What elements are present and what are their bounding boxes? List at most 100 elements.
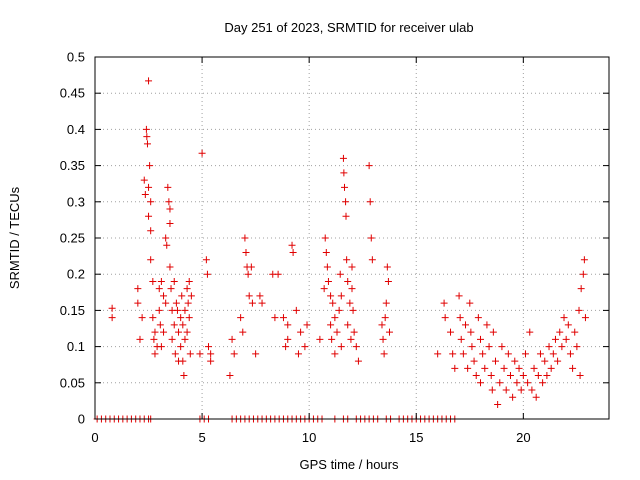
data-point xyxy=(185,277,193,285)
data-point xyxy=(383,263,391,271)
data-point xyxy=(337,292,345,300)
data-point xyxy=(108,314,116,322)
data-point xyxy=(160,328,168,336)
data-point xyxy=(556,328,564,336)
data-point xyxy=(136,335,144,343)
data-point xyxy=(145,212,153,220)
grid-lines xyxy=(95,57,609,419)
data-point xyxy=(244,270,252,278)
data-point xyxy=(157,277,165,285)
data-point xyxy=(365,162,373,170)
data-point xyxy=(344,321,352,329)
data-point xyxy=(205,343,213,351)
data-point xyxy=(166,220,174,228)
data-point xyxy=(282,343,290,351)
data-point xyxy=(500,364,508,372)
data-point xyxy=(384,277,392,285)
data-point xyxy=(472,372,480,380)
data-point xyxy=(348,263,356,271)
data-point xyxy=(534,372,542,380)
data-point xyxy=(155,285,163,293)
data-point xyxy=(289,248,297,256)
data-point xyxy=(530,364,538,372)
data-point xyxy=(539,379,547,387)
data-point xyxy=(151,328,159,336)
data-point xyxy=(294,350,302,358)
data-point xyxy=(179,321,187,329)
data-point xyxy=(569,364,577,372)
data-point xyxy=(186,350,194,358)
data-point xyxy=(167,285,175,293)
data-point xyxy=(301,343,309,351)
data-point xyxy=(239,328,247,336)
data-point xyxy=(183,328,191,336)
data-point xyxy=(108,304,116,312)
x-tick-label: 10 xyxy=(302,430,316,445)
data-point xyxy=(141,191,149,199)
data-point xyxy=(271,314,279,322)
data-point xyxy=(541,357,549,365)
data-point xyxy=(558,343,566,351)
data-point xyxy=(449,350,457,358)
data-point xyxy=(147,198,155,206)
data-point xyxy=(366,198,374,206)
data-point xyxy=(575,306,583,314)
data-point xyxy=(178,292,186,300)
data-point xyxy=(202,256,210,264)
data-point xyxy=(207,357,215,365)
data-point xyxy=(566,350,574,358)
y-tick-label: 0.4 xyxy=(67,122,85,137)
data-point xyxy=(477,379,484,387)
data-point xyxy=(349,306,357,314)
data-point xyxy=(581,314,589,322)
data-point xyxy=(297,328,305,336)
y-tick-label: 0.1 xyxy=(67,339,85,354)
data-point xyxy=(378,321,386,329)
data-point xyxy=(150,335,158,343)
data-point xyxy=(248,299,256,307)
data-point xyxy=(181,306,189,314)
data-point xyxy=(481,364,489,372)
data-point xyxy=(468,343,476,351)
data-point xyxy=(185,314,193,322)
data-point xyxy=(292,306,300,314)
data-point xyxy=(170,277,178,285)
data-point xyxy=(504,350,512,358)
y-tick-label: 0.35 xyxy=(60,158,85,173)
data-point xyxy=(576,372,584,380)
data-point xyxy=(344,277,352,285)
x-tick-label: 20 xyxy=(516,430,530,445)
data-point xyxy=(162,299,170,307)
data-point xyxy=(491,357,499,365)
data-point xyxy=(329,299,337,307)
data-point xyxy=(320,285,328,293)
data-point xyxy=(279,314,287,322)
data-point xyxy=(333,328,341,336)
data-point xyxy=(509,393,517,401)
data-point xyxy=(170,321,178,329)
data-point xyxy=(347,335,355,343)
data-point xyxy=(354,357,362,365)
data-point xyxy=(288,241,296,249)
data-point xyxy=(184,299,192,307)
data-point xyxy=(134,285,142,293)
data-point xyxy=(506,372,514,380)
y-axis-label: SRMTID / TECUs xyxy=(7,186,22,289)
y-tick-label: 0.25 xyxy=(60,231,85,246)
data-point xyxy=(564,321,572,329)
data-point xyxy=(579,270,587,278)
data-point xyxy=(198,149,206,157)
data-point xyxy=(456,314,464,322)
data-point xyxy=(545,343,553,351)
data-point xyxy=(207,350,215,358)
data-point xyxy=(323,263,331,271)
data-point xyxy=(487,372,495,380)
data-point xyxy=(464,364,472,372)
data-point xyxy=(143,133,151,141)
data-point xyxy=(331,314,339,322)
data-point xyxy=(451,364,459,372)
data-point xyxy=(274,270,282,278)
data-point xyxy=(515,364,523,372)
data-point xyxy=(434,350,442,358)
data-point xyxy=(485,343,493,351)
